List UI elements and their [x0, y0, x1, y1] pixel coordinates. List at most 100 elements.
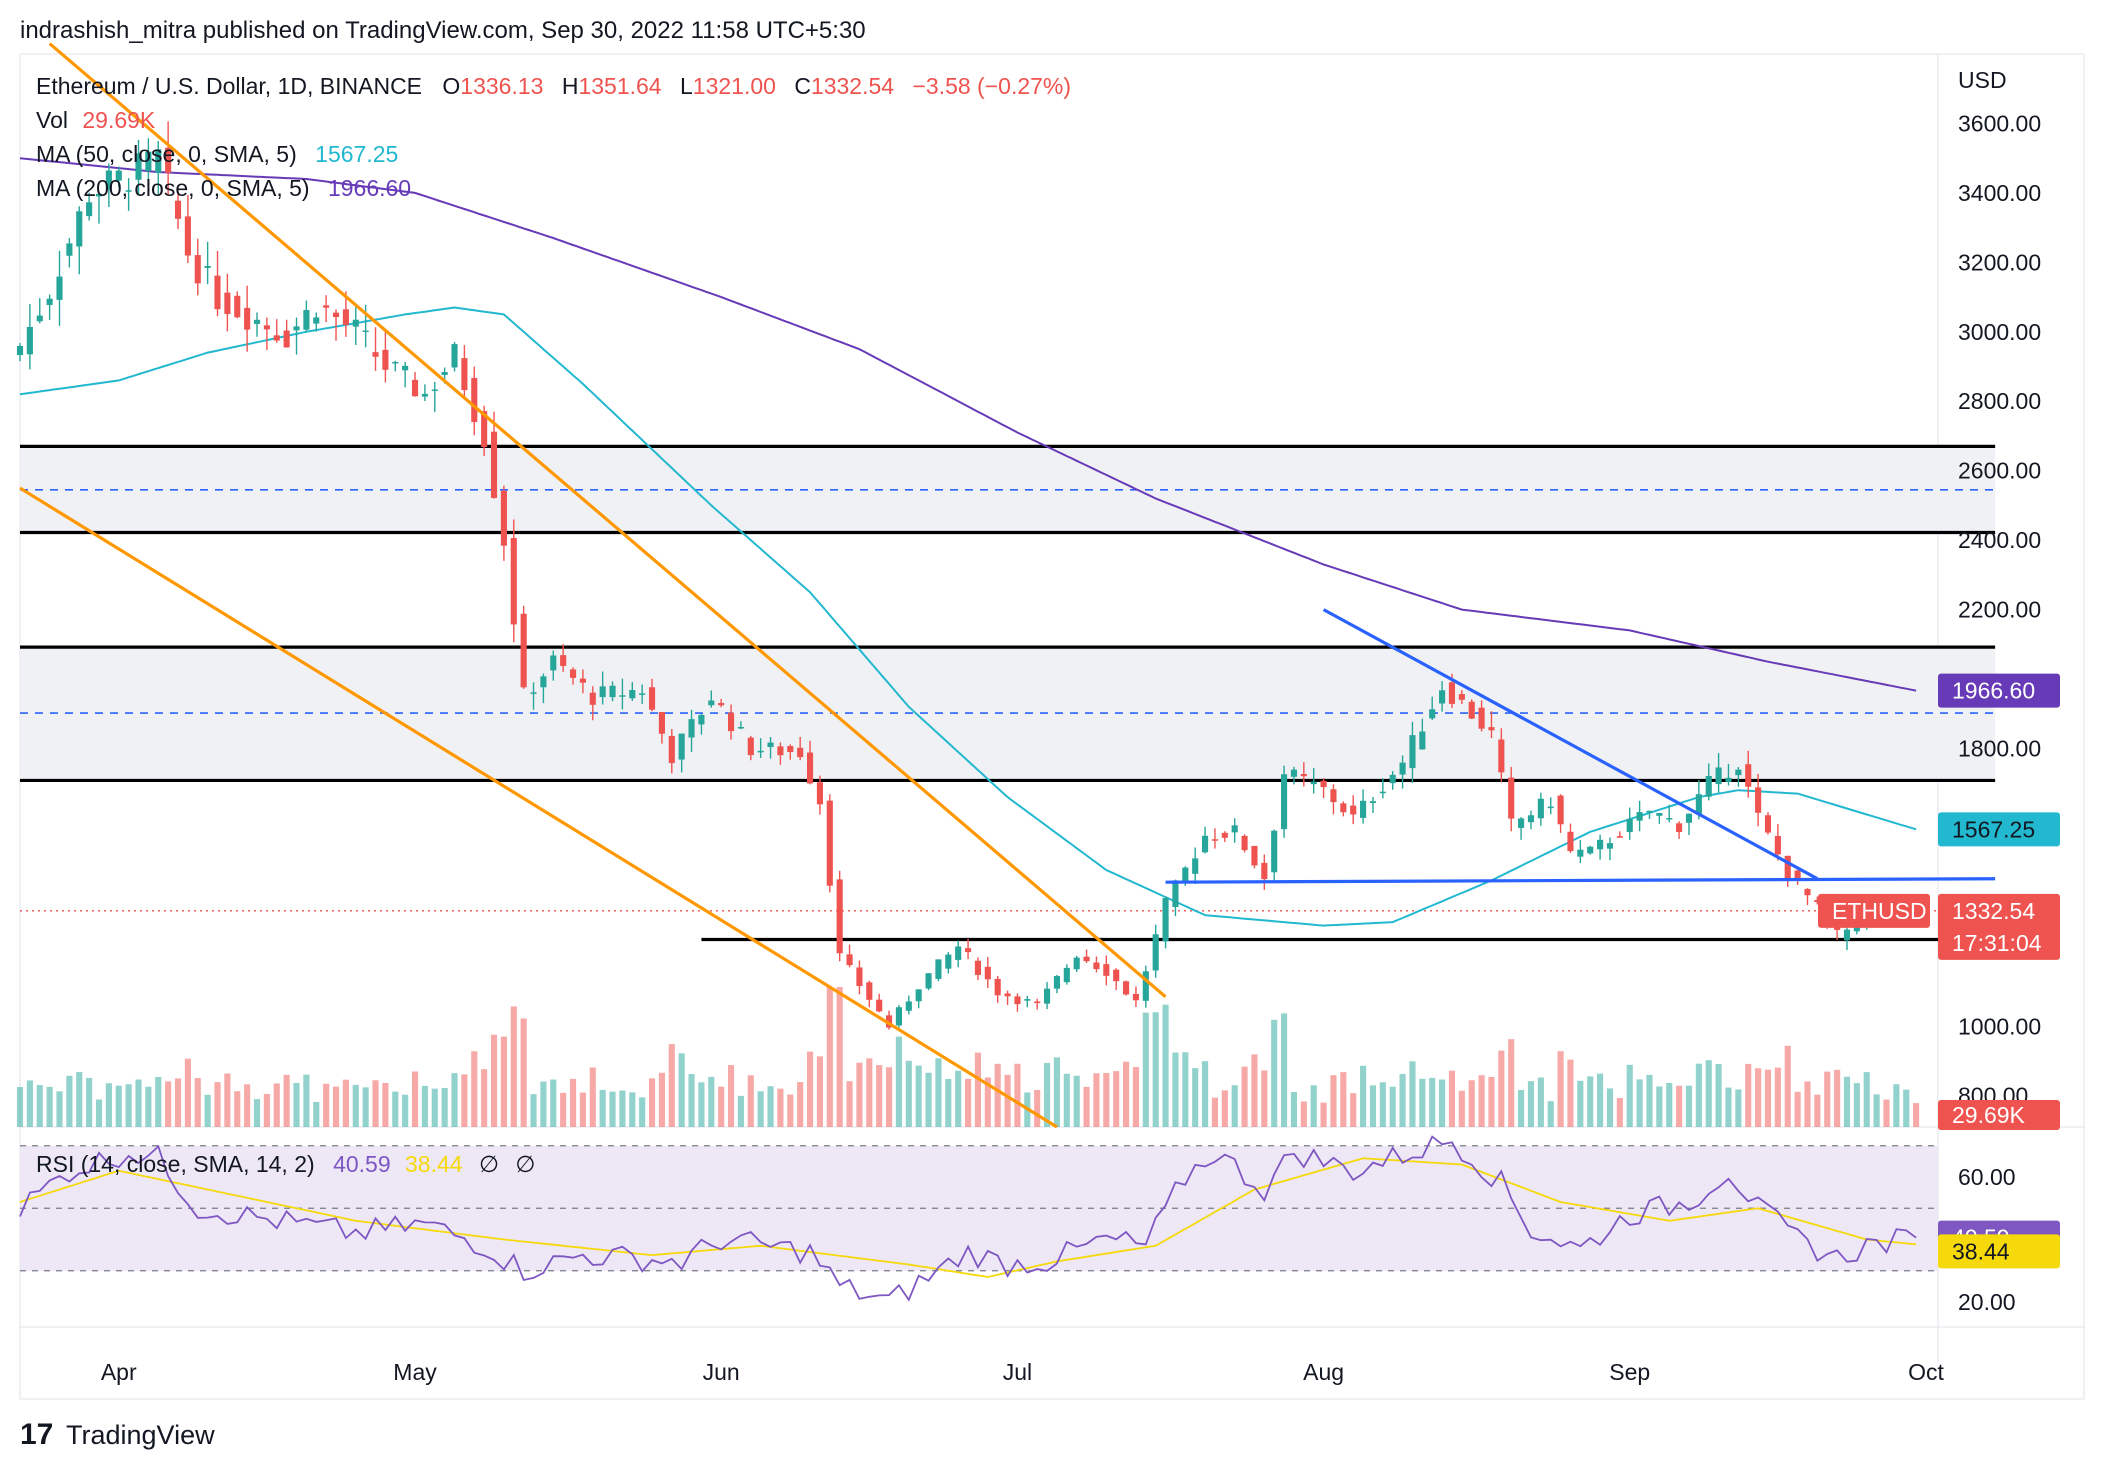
volume-bar — [273, 1083, 280, 1127]
price-badges: 1966.60 1567.25 ETHUSD 1332.54 17:31:04 29.69… — [1818, 673, 2060, 1269]
volume-bar — [125, 1084, 132, 1127]
candle — [115, 166, 122, 188]
legend-o-value: 1336.13 — [460, 73, 543, 99]
candle — [1300, 762, 1307, 787]
candle — [105, 163, 112, 208]
volume-bar — [1606, 1088, 1614, 1127]
legend-h-value: 1351.64 — [578, 73, 661, 99]
trend-line-blue-2 — [1165, 877, 1996, 884]
price-tick-label: 2200.00 — [1958, 597, 2041, 623]
tradingview-logo-mark: 17 — [20, 1418, 53, 1451]
trend-lines[interactable] — [19, 42, 1996, 1129]
volume-bar — [1340, 1072, 1347, 1127]
candle — [1290, 766, 1298, 785]
candle — [500, 485, 507, 561]
legend-l-label: L — [680, 73, 693, 99]
volume-bar — [1557, 1051, 1564, 1127]
candle — [214, 251, 221, 317]
candle — [234, 291, 241, 319]
volume-bar — [648, 1078, 656, 1127]
candle — [599, 671, 606, 705]
volume-bar — [1567, 1059, 1574, 1127]
volume-bar — [1350, 1093, 1357, 1127]
volume-bar — [1172, 1052, 1179, 1127]
volume-bar — [421, 1085, 428, 1127]
candle — [915, 989, 922, 1009]
volume-bar — [46, 1086, 53, 1127]
volume-bar — [540, 1081, 547, 1127]
candle — [402, 361, 409, 388]
candle — [1389, 771, 1396, 790]
candle — [1379, 778, 1386, 799]
volume-bar — [352, 1084, 359, 1127]
candle — [737, 721, 744, 730]
volume-bar — [520, 1018, 527, 1127]
candle — [836, 870, 843, 962]
volume-bar — [550, 1079, 557, 1127]
volume-bar — [530, 1094, 537, 1127]
candle — [1567, 823, 1574, 853]
time-axis[interactable]: Apr May Jun Jul Aug Sep Oct — [101, 1359, 1945, 1385]
volume-bar — [1448, 1070, 1456, 1127]
candle — [550, 650, 557, 681]
candle — [1498, 728, 1505, 783]
volume-bar — [984, 1077, 991, 1127]
volume-bar — [1764, 1069, 1772, 1127]
candle — [16, 343, 24, 362]
candle — [1360, 789, 1367, 824]
candle — [1152, 924, 1159, 978]
volume-bar — [481, 1069, 488, 1127]
time-tick-label: Oct — [1908, 1359, 1944, 1385]
candle — [224, 273, 231, 332]
candle — [323, 295, 330, 323]
volume-bar — [1458, 1090, 1465, 1127]
rsi-line — [19, 1135, 1917, 1302]
candle — [1646, 810, 1653, 819]
volume-bar — [767, 1086, 774, 1127]
volume-bar — [1853, 1083, 1860, 1127]
volume-bar — [866, 1058, 873, 1127]
volume-bar — [806, 1051, 814, 1127]
volume-bar — [174, 1078, 182, 1127]
candle — [342, 291, 349, 337]
candle — [313, 312, 320, 332]
candle — [1439, 681, 1446, 712]
badge-ma200: 1966.60 — [1952, 678, 2035, 704]
candle — [1162, 896, 1169, 949]
volume-bar — [1755, 1068, 1762, 1127]
horizontal-levels[interactable] — [20, 444, 1996, 942]
volume-bar — [372, 1080, 379, 1127]
badge-rsi-ma: 38.44 — [1952, 1238, 2010, 1264]
candle — [1251, 845, 1258, 869]
volume-bar — [1369, 1085, 1377, 1127]
volume-bar — [787, 1094, 794, 1127]
candle — [1419, 718, 1426, 750]
candle — [1211, 828, 1219, 849]
volume-bar — [411, 1071, 419, 1127]
candle — [569, 667, 577, 685]
volume-bar — [1695, 1063, 1702, 1127]
candle — [1616, 831, 1623, 838]
volume-bar — [1577, 1080, 1584, 1127]
volume-bar — [609, 1091, 616, 1127]
candle — [866, 980, 873, 1008]
candle — [589, 686, 596, 721]
candle — [1676, 821, 1683, 839]
candle — [846, 944, 853, 968]
volume-bar — [1893, 1084, 1900, 1127]
candle — [1192, 847, 1199, 884]
candle — [1271, 829, 1278, 883]
candle — [184, 195, 191, 263]
volume-bar — [757, 1091, 764, 1127]
legend-ma200: MA (200, close, 0, SMA, 5) 1966.60 — [36, 175, 411, 201]
volume-bar — [955, 1070, 962, 1127]
candle — [1715, 753, 1722, 793]
volume-bar — [1044, 1062, 1051, 1127]
volume-bar — [1745, 1063, 1752, 1127]
candle — [560, 644, 567, 672]
price-axis[interactable]: 3600.00 3400.00 3200.00 3000.00 2800.00 2600.… — [1958, 110, 2041, 1315]
volume-bar — [1478, 1075, 1485, 1127]
candle — [1557, 794, 1564, 833]
candle — [876, 993, 883, 1013]
